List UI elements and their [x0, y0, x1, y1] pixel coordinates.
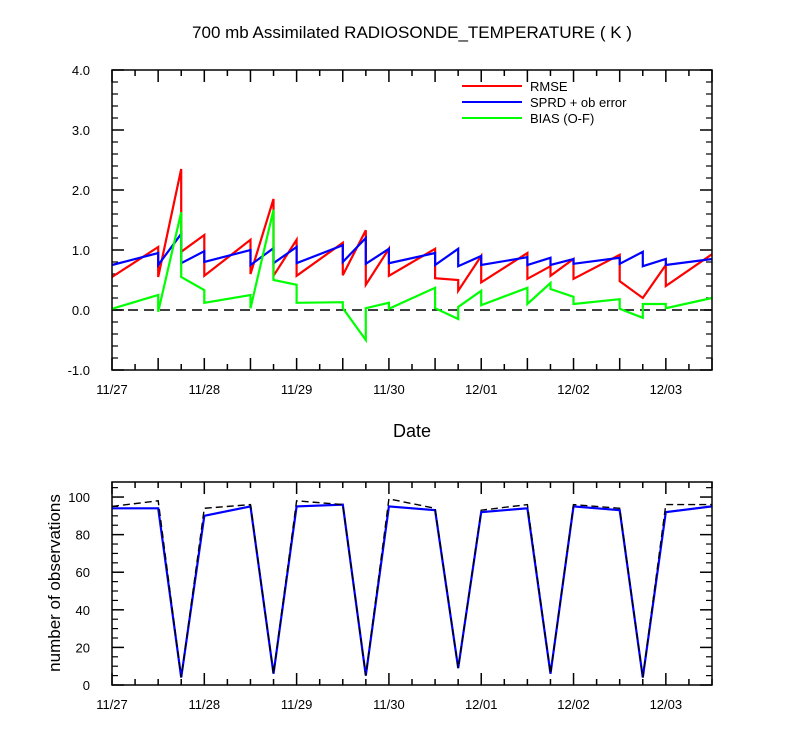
- legend-label: SPRD + ob error: [530, 95, 627, 110]
- x-tick-label: 12/02: [557, 697, 590, 712]
- series-line-sprd-ob-error: [111, 230, 713, 269]
- bottom-plot-frame: [111, 481, 713, 686]
- legend-label: BIAS (O-F): [530, 111, 594, 126]
- x-tick-label: 12/03: [650, 697, 683, 712]
- y-tick-label: 100: [68, 490, 90, 505]
- top-series: [111, 168, 713, 344]
- x-tick-label: 12/03: [650, 382, 683, 397]
- top-plot-frame: [111, 69, 713, 371]
- y-tick-label: 2.0: [72, 183, 90, 198]
- series-line-rmse: [111, 168, 713, 300]
- x-tick-label: 12/01: [465, 382, 498, 397]
- x-tick-label: 11/29: [281, 382, 313, 397]
- legend-label: RMSE: [530, 79, 568, 94]
- chart-title: 700 mb Assimilated RADIOSONDE_TEMPERATUR…: [192, 23, 632, 42]
- bottom-series: [111, 498, 713, 678]
- x-tick-label: 11/29: [281, 697, 313, 712]
- y-axis-label-observations: number of observations: [45, 494, 64, 672]
- y-tick-label: -1.0: [68, 363, 90, 378]
- top-ticks: 11/27 11/28 11/29 11/30 12/01 12/02 12/03 -1.0 0…: [68, 63, 713, 397]
- x-tick-label: 12/01: [465, 697, 498, 712]
- x-tick-label: 11/30: [373, 697, 405, 712]
- x-tick-label: 11/27: [96, 382, 128, 397]
- x-axis-label: Date: [393, 421, 431, 441]
- series-line-bias-o-f: [111, 209, 713, 344]
- x-tick-label: 11/27: [96, 697, 128, 712]
- y-tick-label: 1.0: [72, 243, 90, 258]
- y-tick-label: 20: [76, 640, 90, 655]
- bottom-ticks: 11/27 11/28 11/29 11/30 12/01 12/02 12/03 0 20 40…: [68, 482, 713, 712]
- series-line-used: [112, 503, 713, 678]
- x-tick-label: 11/28: [189, 697, 221, 712]
- x-tick-label: 11/30: [373, 382, 405, 397]
- y-tick-label: 0: [83, 678, 90, 693]
- bottom-plot: 11/27 11/28 11/29 11/30 12/01 12/02 12/03 0 20 40…: [45, 481, 713, 712]
- x-tick-label: 11/28: [189, 382, 221, 397]
- series-line-possible: [111, 498, 712, 678]
- top-plot: 700 mb Assimilated RADIOSONDE_TEMPERATUR…: [68, 23, 713, 441]
- y-tick-label: 40: [76, 603, 90, 618]
- y-tick-label: 4.0: [72, 63, 90, 78]
- y-tick-label: 80: [76, 528, 90, 543]
- y-tick-label: 60: [76, 565, 90, 580]
- y-tick-label: 3.0: [72, 123, 90, 138]
- x-tick-label: 12/02: [557, 382, 590, 397]
- y-tick-label: 0.0: [72, 303, 90, 318]
